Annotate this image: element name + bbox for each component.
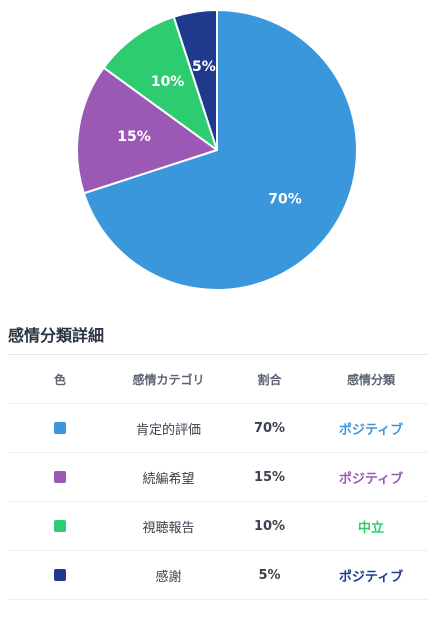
color-swatch [54,422,66,434]
section-title: 感情分類詳細 [8,326,105,345]
classification-cell: ポジティブ [314,550,428,600]
header-ratio: 割合 [225,356,314,404]
table-row: 視聴報告 10% 中立 [8,501,428,551]
category-cell: 視聴報告 [112,501,225,551]
category-cell: 肯定的評価 [112,403,225,453]
category-cell: 感謝 [112,550,225,600]
color-cell [8,501,112,551]
classification-cell: ポジティブ [314,452,428,502]
pie-slice [82,9,358,291]
ratio-cell: 5% [225,550,314,600]
classification-cell: 中立 [314,501,428,551]
table-row: 感謝 5% ポジティブ [8,550,428,600]
color-cell [8,452,112,502]
ratio-cell: 10% [225,501,314,551]
emotion-detail-table: 色 感情カテゴリ 割合 感情分類 肯定的評価 70% ポジティブ 続編希望 15… [8,356,428,600]
color-cell [8,550,112,600]
color-swatch [54,569,66,581]
pie-chart-svg: 70% 15% 10% 5% [76,9,358,291]
classification-cell: ポジティブ [314,403,428,453]
pie-chart: 70% 15% 10% 5% [0,0,445,300]
pie-slice [102,15,218,151]
ratio-cell: 15% [225,452,314,502]
color-swatch [54,471,66,483]
category-cell: 続編希望 [112,452,225,502]
header-category: 感情カテゴリ [112,356,225,404]
pie-slice [172,9,218,151]
pie-slice [76,66,218,195]
color-swatch [54,520,66,532]
table-header-row: 色 感情カテゴリ 割合 感情分類 [8,356,428,404]
slice-label: 15% [117,129,151,145]
header-classification: 感情分類 [314,356,428,404]
header-color: 色 [8,356,112,404]
slice-label: 10% [151,74,185,90]
slice-label: 70% [268,191,302,207]
title-divider [8,354,428,355]
table-row: 続編希望 15% ポジティブ [8,452,428,502]
ratio-cell: 70% [225,403,314,453]
color-cell [8,403,112,453]
table-row: 肯定的評価 70% ポジティブ [8,403,428,453]
slice-label: 5% [192,59,216,75]
